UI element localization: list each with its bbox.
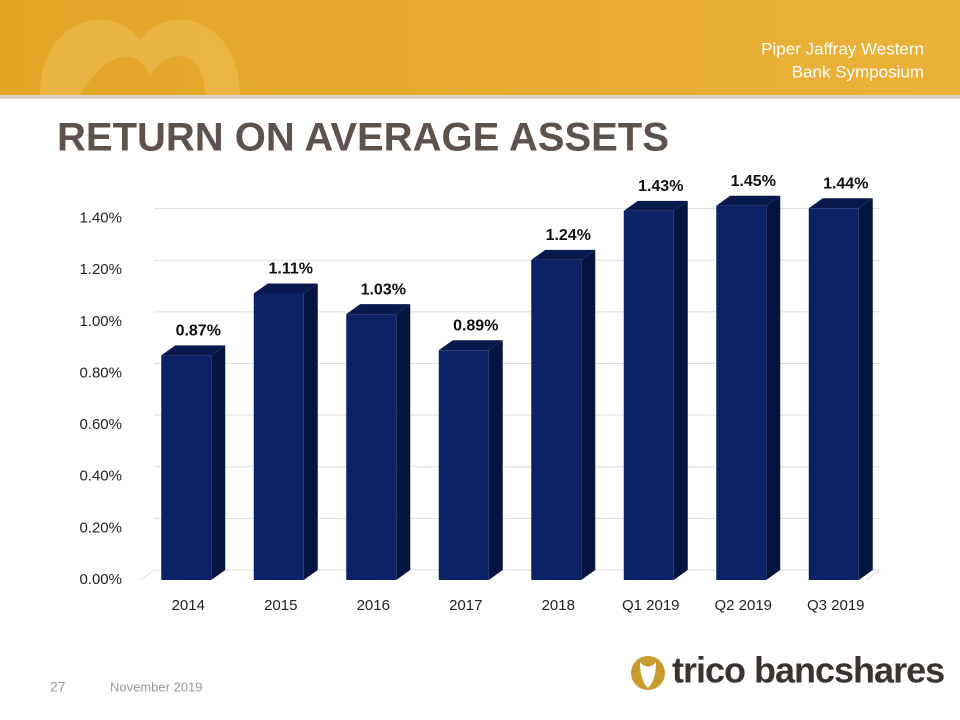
page-number: 27 — [50, 679, 66, 695]
bar-top — [438, 340, 503, 351]
bar — [438, 350, 489, 580]
data-label: 1.03% — [361, 281, 406, 298]
data-label: 1.44% — [823, 176, 868, 193]
y-tick-label: 1.00% — [79, 313, 122, 330]
x-tick-label: Q1 2019 — [622, 597, 680, 614]
bar — [623, 210, 674, 580]
chart: 0.00% 0.20% 0.40% 0.60% 0.80% 1.00% 1.20% 1.40%… — [79, 173, 882, 614]
x-tick-label: 2018 — [542, 597, 575, 614]
y-tick-label: 1.20% — [79, 261, 122, 278]
bar-side — [581, 249, 596, 581]
y-tick-label: 0.00% — [79, 571, 122, 588]
bar-side — [303, 283, 318, 580]
x-tick-label: Q3 2019 — [807, 597, 865, 614]
bar-side — [211, 345, 226, 580]
logo: trico bancshares — [631, 650, 945, 691]
y-tick-label: 0.60% — [79, 416, 122, 433]
data-label: 0.87% — [176, 323, 221, 340]
bar-side — [488, 340, 503, 580]
bar-side — [858, 198, 873, 581]
slide-title: RETURN ON AVERAGE ASSETS — [57, 116, 669, 160]
logo-icon-mark — [640, 662, 656, 688]
bar-top — [623, 200, 688, 211]
bar-top — [531, 249, 596, 260]
data-label: 1.45% — [731, 173, 776, 190]
floor — [139, 569, 882, 581]
y-tick-label: 1.40% — [79, 210, 122, 227]
bar — [808, 208, 859, 581]
x-tick-label: 2014 — [172, 597, 205, 614]
bar — [161, 355, 212, 580]
data-label: 0.89% — [453, 317, 498, 334]
logo-text: trico bancshares — [672, 650, 944, 691]
bar — [716, 205, 767, 580]
x-tick-label: Q2 2019 — [714, 597, 772, 614]
bar — [346, 314, 397, 580]
x-tick-label: 2016 — [357, 597, 390, 614]
x-tick-label: 2017 — [449, 597, 482, 614]
data-label: 1.11% — [269, 261, 313, 278]
header-ornament — [40, 19, 240, 95]
bar-side — [396, 304, 411, 580]
bar-top — [346, 304, 411, 315]
bar-side — [766, 195, 781, 580]
event-name: Bank Symposium — [792, 62, 924, 81]
y-tick-label: 0.40% — [79, 468, 122, 485]
bar-top — [161, 345, 226, 356]
bar-top — [716, 195, 781, 206]
data-label: 1.24% — [546, 227, 591, 244]
data-label: 1.43% — [638, 178, 683, 195]
bar-top — [808, 198, 873, 209]
y-tick-label: 0.20% — [79, 519, 122, 536]
bar — [531, 259, 582, 580]
event-name: Piper Jaffray Western — [761, 39, 924, 58]
footer-date: November 2019 — [110, 679, 203, 694]
x-tick-label: 2015 — [264, 597, 297, 614]
bar-top — [253, 283, 318, 294]
bar-side — [673, 200, 688, 580]
header-rule — [0, 95, 960, 99]
y-tick-label: 0.80% — [79, 364, 122, 381]
bar — [253, 293, 304, 580]
